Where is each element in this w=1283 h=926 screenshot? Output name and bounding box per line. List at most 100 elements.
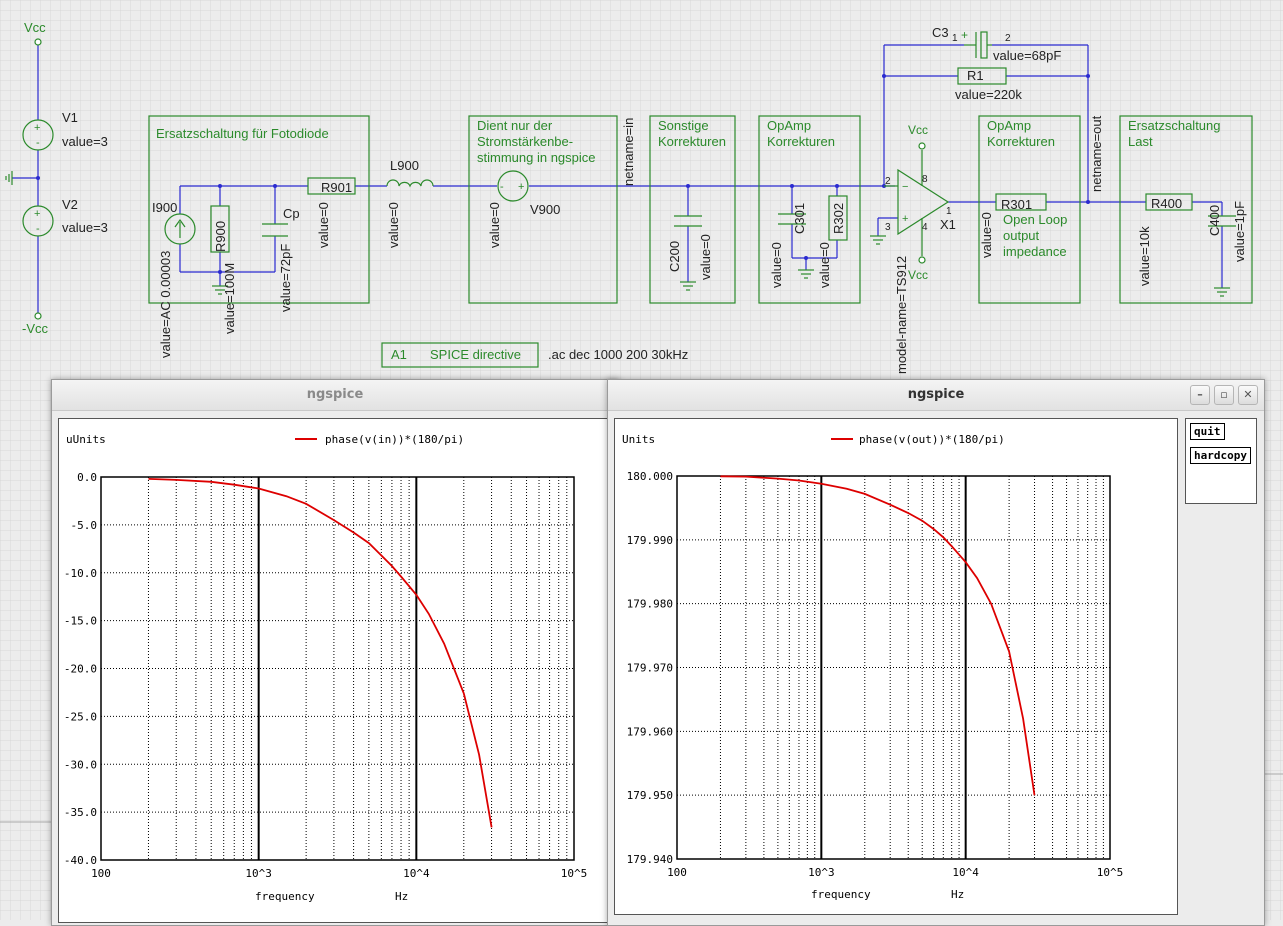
c3-label: C3 [932,25,949,40]
y-tick-label: -40.0 [64,854,97,867]
y-tick-label: 179.990 [627,534,673,547]
window-title: ngspice [907,387,965,402]
ngspice-window-in[interactable]: ngspice uUnits phase(v(in))*(180/pi) fre… [51,379,619,926]
y-tick-label: 179.950 [627,789,673,802]
spice-directive-label[interactable]: SPICE directive [430,347,521,362]
opamp-vcc-top: Vcc [908,123,928,137]
r302-label: R302 [831,203,846,234]
wires [12,42,1223,314]
netname-in-label: netname=in [621,118,636,186]
y-tick-label: 0.0 [77,471,97,484]
frame-sonstige [649,115,736,304]
close-button[interactable]: ✕ [1238,385,1258,405]
legend-label: phase(v(out))*(180/pi) [859,433,1005,446]
r400-label: R400 [1151,196,1182,211]
frame-opamp1 [758,115,861,304]
quit-button[interactable]: quit [1190,423,1225,440]
series-line [720,475,1036,796]
c3-pin1: 1 [952,33,958,44]
plot-frame [100,476,575,861]
x-tick-label: 10^4 [403,867,430,880]
v2-value: value=3 [62,220,108,235]
frame-opamp1-line2: Korrekturen [767,134,835,149]
x-tick-label: 10^5 [1097,866,1124,879]
frame-opamp2-line1: OpAmp [987,118,1031,133]
phase-out-chart: Units phase(v(out))*(180/pi) frequency H… [622,433,1124,901]
hardcopy-button[interactable]: hardcopy [1190,447,1251,464]
minimize-button[interactable]: – [1190,385,1210,405]
window-titlebar[interactable]: ngspice [52,380,618,411]
v1-label: V1 [62,110,78,125]
svg-text:+: + [518,181,524,193]
spice-command: .ac dec 1000 200 30kHz [548,347,688,362]
y-tick-label: -10.0 [64,567,97,580]
l900-value: value=0 [386,202,401,248]
x-tick-label: 10^3 [808,866,835,879]
cp-value: value=72pF [278,244,293,312]
svg-text:+: + [34,208,40,220]
y-tick-label: 179.960 [627,725,673,738]
opamp-pin-1: 1 [946,206,952,217]
r400-value: value=10k [1137,226,1152,286]
frame-sonstige-line1: Sonstige [658,118,709,133]
v900-label: V900 [530,202,560,217]
plot-area[interactable]: uUnits phase(v(in))*(180/pi) frequency H… [58,418,613,923]
svg-text:-: - [36,223,40,235]
button-panel: quit hardcopy [1185,418,1257,504]
r900-value: value=100M [222,263,237,334]
maximize-button[interactable]: ▫ [1214,385,1234,405]
y-unit-label: Units [622,433,655,446]
y-tick-label: -25.0 [64,710,97,723]
r901-value: value=0 [316,202,331,248]
y-tick-label: -30.0 [64,758,97,771]
l900-label: L900 [390,158,419,173]
c3-value: value=68pF [993,48,1061,63]
x-axis-label: frequency [811,888,871,901]
x-tick-label: 10^4 [952,866,979,879]
opamp-pin-2: 2 [885,176,891,187]
vcc-top-label: Vcc [24,20,46,35]
c301-value: value=0 [769,242,784,288]
y-tick-label: 179.970 [627,662,673,675]
v2-label: V2 [62,197,78,212]
frame-dient-line2: Stromstärkenbe- [477,134,573,149]
x1-model: model-name=TS912 [894,256,909,374]
components [5,31,1253,368]
netname-out-label: netname=out [1089,115,1104,192]
legend-label: phase(v(in))*(180/pi) [325,433,464,446]
plot-frame [676,475,1111,860]
olo-line1: Open Loop [1003,212,1067,227]
olo-line2: output [1003,228,1040,243]
x-tick-label: 10^3 [245,867,272,880]
frame-opamp2 [978,115,1081,304]
v900-value: value=0 [487,202,502,248]
wire-junctions [36,74,1090,274]
v1-source-symbol [22,119,54,151]
window-titlebar[interactable]: ngspice – ▫ ✕ [608,380,1264,411]
r1-value: value=220k [955,87,1022,102]
x-axis-label: frequency [255,890,315,903]
olo-line3: impedance [1003,244,1067,259]
frame-fotodiode [148,115,370,304]
x-unit-label: Hz [951,888,964,901]
series-line [148,478,493,828]
opamp-pin-4: 4 [922,222,928,233]
y-unit-label: uUnits [66,433,106,446]
y-tick-label: 179.940 [627,853,673,866]
plot-area[interactable]: Units phase(v(out))*(180/pi) frequency H… [614,418,1178,915]
frame-sonstige-line2: Korrekturen [658,134,726,149]
opamp-pin-3: 3 [885,222,891,233]
opamp-pin-8: 8 [922,174,928,185]
vcc-bottom-label: -Vcc [22,321,49,336]
y-tick-label: -15.0 [64,615,97,628]
r302-value: value=0 [817,242,832,288]
frame-opamp2-line2: Korrekturen [987,134,1055,149]
y-tick-label: 179.980 [627,598,673,611]
c200-value: value=0 [698,234,713,280]
spice-id: A1 [391,347,407,362]
c3-pin2: 2 [1005,33,1011,44]
ngspice-window-out[interactable]: ngspice – ▫ ✕ Units phase(v(out))*(180/p… [607,379,1265,926]
x1-label: X1 [940,217,956,232]
c301-label: C301 [792,203,807,234]
v1-value: value=3 [62,134,108,149]
